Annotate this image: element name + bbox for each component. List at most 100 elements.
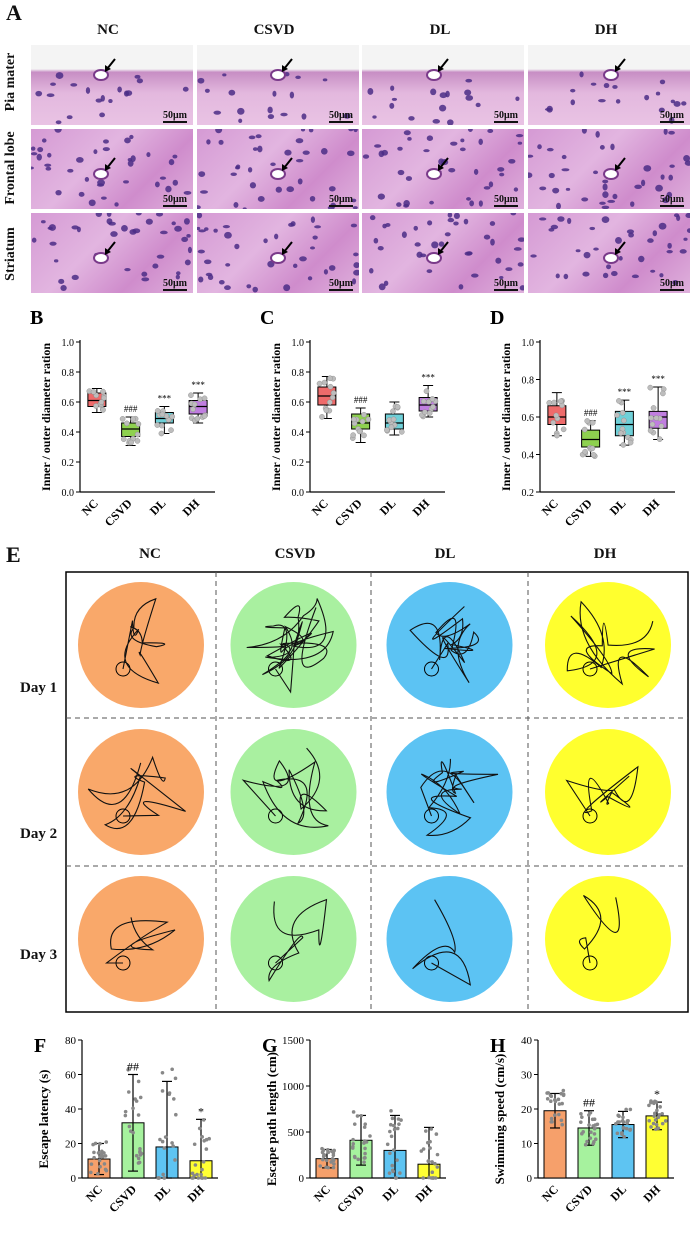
pool — [545, 876, 671, 1002]
y-tick-label: 0.4 — [292, 428, 305, 439]
nucleus — [686, 228, 690, 233]
nucleus — [187, 246, 192, 254]
nucleus — [182, 86, 189, 92]
tissue-texture — [197, 129, 358, 209]
data-point — [654, 1122, 659, 1127]
nucleus — [323, 269, 329, 275]
data-point — [161, 1172, 165, 1177]
data-point — [201, 1159, 206, 1164]
nucleus — [612, 84, 618, 89]
x-tick-label: DL — [607, 496, 629, 518]
nucleus — [469, 200, 475, 207]
nucleus — [228, 89, 236, 96]
data-point — [658, 423, 665, 429]
y-tick-label: 40 — [521, 1035, 533, 1047]
nucleus — [172, 179, 179, 186]
arrow-head-icon — [105, 65, 111, 72]
nucleus — [606, 264, 612, 270]
nucleus — [612, 193, 618, 200]
data-point — [422, 409, 428, 415]
nucleus — [517, 237, 524, 242]
nucleus — [378, 283, 386, 291]
swim-path — [565, 765, 639, 817]
vessel — [603, 168, 619, 180]
nucleus — [478, 138, 483, 145]
data-point — [363, 1146, 367, 1151]
nucleus — [603, 83, 610, 89]
data-point — [549, 1094, 554, 1099]
data-point — [368, 1134, 372, 1138]
data-point — [390, 1168, 395, 1173]
data-point — [421, 1147, 426, 1151]
x-tick-label: DL — [377, 496, 399, 518]
y-tick-label: 1000 — [282, 1081, 305, 1093]
tissue-texture — [31, 213, 192, 292]
x-tick-label: DH — [410, 496, 433, 519]
data-point — [154, 422, 161, 428]
y-tick-label: 500 — [288, 1127, 305, 1139]
nucleus — [672, 280, 679, 286]
data-point — [123, 1113, 128, 1118]
nucleus — [684, 160, 690, 166]
data-point — [139, 1151, 144, 1156]
nucleus — [478, 200, 483, 207]
panel-a-letter: A — [6, 0, 22, 25]
nucleus — [197, 77, 205, 84]
y-tick-label: 0.6 — [292, 398, 305, 409]
data-point — [647, 1118, 652, 1123]
nucleus — [322, 78, 328, 82]
data-point — [134, 1153, 139, 1158]
data-point — [356, 428, 363, 435]
nucleus — [121, 224, 128, 232]
nucleus — [403, 130, 411, 136]
data-point — [590, 1117, 595, 1122]
nucleus — [183, 218, 190, 225]
data-point — [390, 416, 397, 423]
nucleus — [135, 213, 142, 216]
nucleus — [439, 104, 447, 112]
nucleus — [328, 265, 336, 271]
nucleus — [114, 202, 119, 207]
data-point — [93, 1141, 98, 1146]
nucleus — [31, 146, 36, 151]
nucleus — [200, 190, 208, 194]
nucleus — [181, 236, 189, 242]
tissue-texture — [367, 58, 520, 125]
x-tick-label: CSVD — [334, 1182, 367, 1215]
nucleus — [582, 271, 590, 277]
nucleus — [618, 256, 623, 261]
data-point — [119, 416, 126, 422]
mwm-col-csvd: CSVD — [274, 546, 316, 562]
nucleus — [615, 236, 622, 244]
data-point — [327, 399, 333, 406]
nucleus — [36, 153, 42, 161]
nucleus — [465, 95, 474, 101]
x-tick-label: CSVD — [332, 496, 365, 529]
data-point — [617, 430, 624, 436]
nucleus — [197, 249, 205, 254]
data-point — [332, 1162, 336, 1166]
data-point — [552, 1113, 557, 1117]
nucleus — [638, 255, 645, 263]
data-point — [553, 412, 559, 419]
nucleus — [76, 157, 84, 163]
nucleus — [626, 229, 635, 234]
pool — [78, 582, 204, 708]
nucleus — [407, 137, 412, 141]
nucleus — [60, 284, 67, 292]
nucleus — [413, 225, 418, 231]
panel-letter: H — [490, 1035, 506, 1057]
nucleus — [389, 102, 395, 109]
nucleus — [667, 242, 672, 249]
data-point — [624, 1107, 628, 1112]
nucleus — [548, 172, 555, 179]
data-point — [426, 1159, 431, 1163]
mwm-col-dl: DL — [434, 546, 456, 562]
nucleus — [198, 229, 206, 233]
panel-a-col-csvd: CSVD — [253, 22, 295, 38]
data-point — [389, 1109, 393, 1113]
nucleus — [197, 205, 201, 209]
nucleus — [589, 226, 596, 231]
tissue-texture — [197, 58, 351, 124]
data-point — [649, 421, 656, 428]
